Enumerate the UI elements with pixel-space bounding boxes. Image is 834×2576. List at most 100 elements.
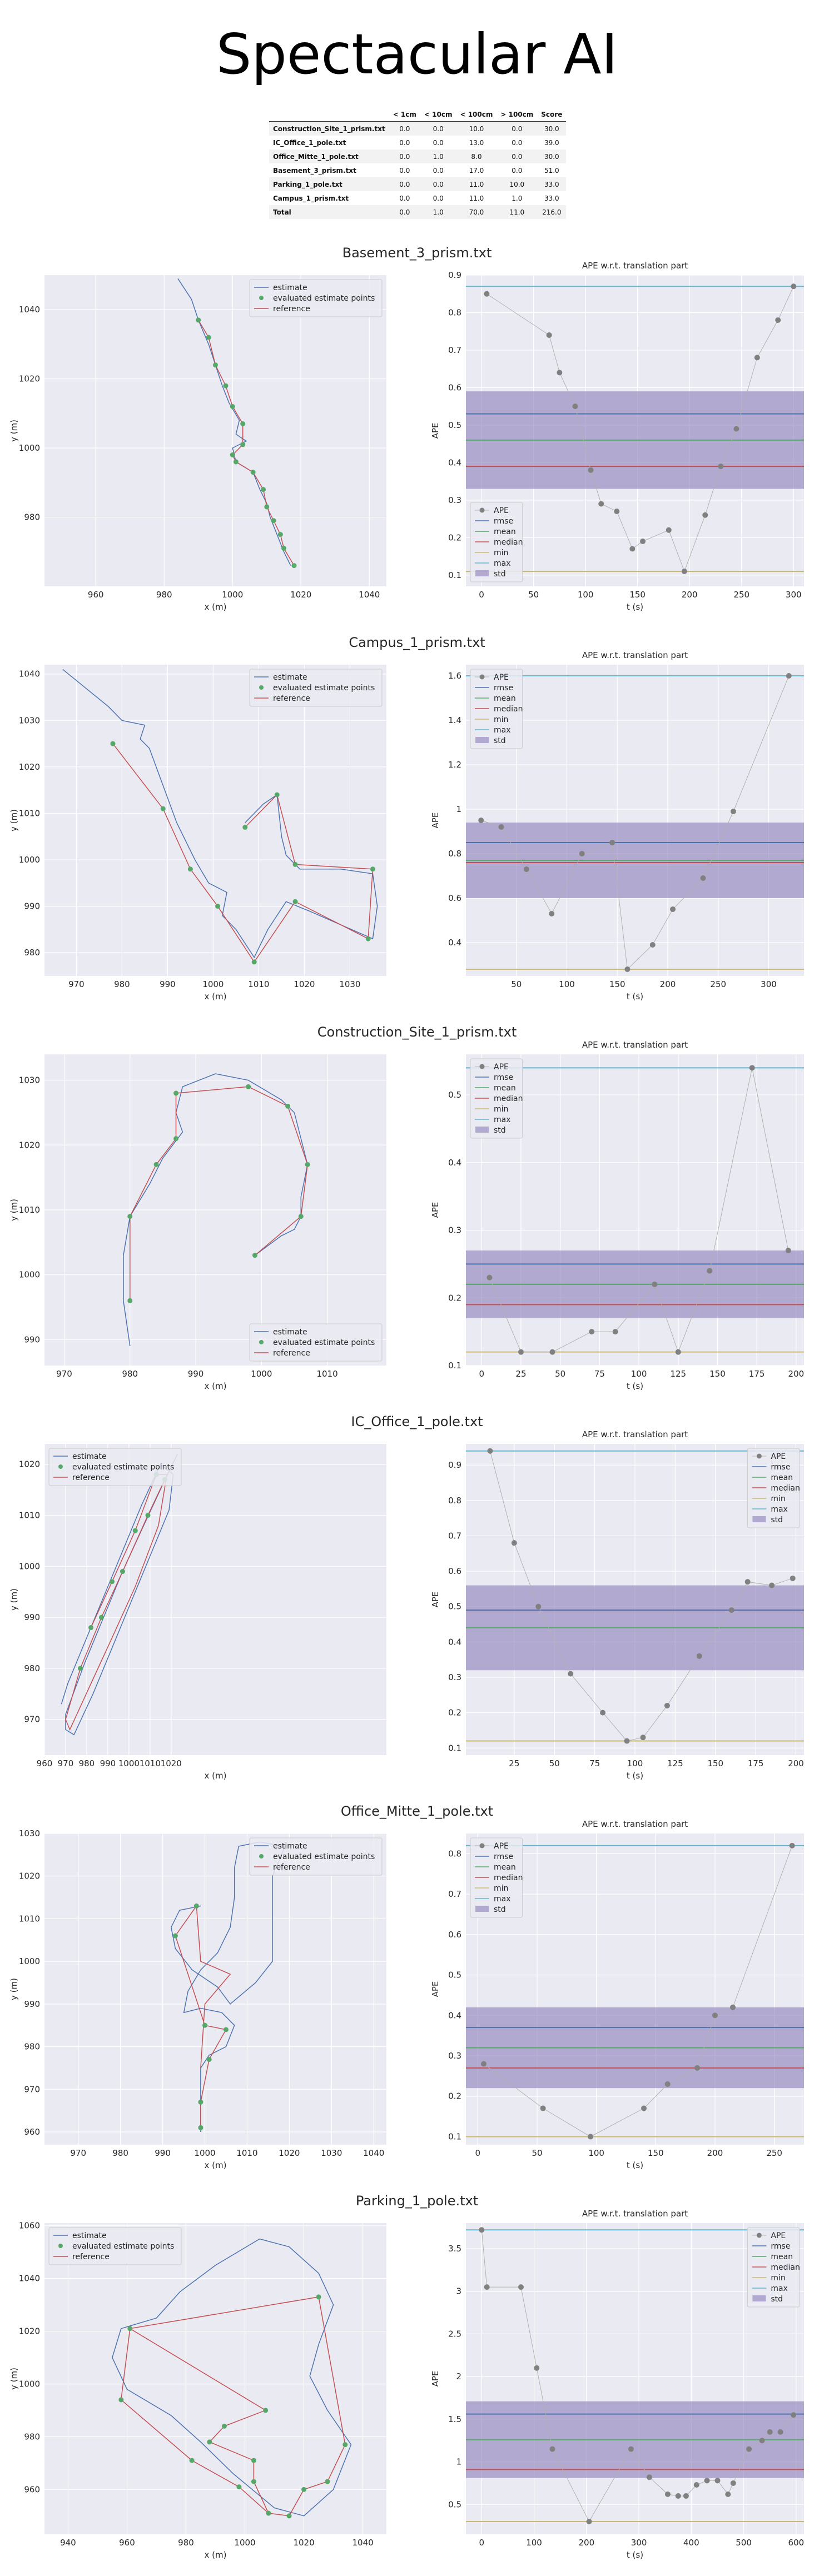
legend-label-estimate: estimate bbox=[273, 283, 307, 292]
y-tick-label: 1000 bbox=[19, 443, 40, 453]
ape-point bbox=[730, 809, 736, 814]
y-tick-label: 1 bbox=[456, 2457, 461, 2467]
legend-swatch-points bbox=[259, 1854, 264, 1858]
ape-point bbox=[664, 1702, 670, 1708]
legend-label-rmse: rmse bbox=[771, 2242, 790, 2251]
ape-point bbox=[730, 2004, 736, 2010]
y-tick-label: 0.5 bbox=[448, 1970, 461, 1980]
table-cell-value: 0.0 bbox=[389, 205, 420, 219]
y-tick-label: 1.5 bbox=[448, 2414, 461, 2424]
evaluated-point bbox=[292, 861, 298, 867]
ape-point bbox=[775, 317, 781, 323]
x-tick-label: 0 bbox=[475, 2148, 481, 2158]
table-cell-value: 70.0 bbox=[456, 205, 497, 219]
y-tick-label: 0.2 bbox=[448, 1708, 461, 1718]
x-tick-label: 75 bbox=[594, 1369, 605, 1379]
evaluated-point bbox=[132, 1528, 138, 1533]
x-tick-label: 100 bbox=[631, 1369, 647, 1379]
legend-label-mean: mean bbox=[494, 1084, 516, 1093]
y-axis-label: APE bbox=[430, 2371, 440, 2387]
score-table-body: Construction_Site_1_prism.txt 0.0 0.0 10.0 0… bbox=[269, 121, 567, 219]
y-tick-label: 0.3 bbox=[448, 1225, 461, 1235]
legend-label-points: evaluated estimate points bbox=[273, 294, 375, 303]
evaluated-point bbox=[187, 866, 193, 872]
y-tick-label: 0.3 bbox=[448, 1672, 461, 1682]
y-tick-label: 1040 bbox=[19, 305, 40, 315]
section-title: Basement_3_prism.txt bbox=[342, 245, 492, 261]
legend-box bbox=[48, 2227, 182, 2265]
score-table: < 1cm < 10cm < 100cm > 100cm Score Const… bbox=[269, 107, 567, 219]
y-tick-label: 0.1 bbox=[448, 1743, 461, 1753]
x-tick-label: 50 bbox=[528, 590, 539, 600]
evaluated-point bbox=[223, 383, 229, 388]
ape-point bbox=[718, 464, 724, 470]
y-tick-label: 0.1 bbox=[448, 1361, 461, 1371]
evaluated-point bbox=[145, 1513, 151, 1518]
plot-area bbox=[44, 665, 386, 976]
evaluated-point bbox=[342, 2442, 348, 2448]
table-cell-value: 0.0 bbox=[433, 138, 444, 147]
y-tick-label: 1.2 bbox=[448, 760, 461, 770]
legend-label-reference: reference bbox=[273, 305, 310, 313]
x-tick-label: 150 bbox=[648, 2148, 664, 2158]
legend-label-median: median bbox=[494, 538, 523, 547]
header-cell-score: Score bbox=[537, 107, 567, 122]
y-tick-label: 1000 bbox=[19, 855, 40, 865]
ape-point bbox=[704, 2478, 710, 2484]
table-cell-value: 0.0 bbox=[389, 150, 420, 163]
legend-label-estimate: estimate bbox=[273, 673, 307, 682]
x-tick-label: 960 bbox=[37, 1758, 53, 1768]
legend-label-max: max bbox=[771, 1505, 788, 1514]
legend-label-min: min bbox=[494, 715, 508, 724]
table-cell-value: 13.0 bbox=[469, 138, 484, 147]
y-tick-label: 2 bbox=[456, 2371, 461, 2381]
x-tick-label: 50 bbox=[532, 2148, 542, 2158]
legend-label-estimate: estimate bbox=[72, 2231, 107, 2240]
y-tick-label: 1000 bbox=[19, 1561, 40, 1571]
evaluated-point bbox=[172, 1933, 178, 1939]
chart-section-construction-site-1: Construction_Site_1_prism.txt 970 980 990 1… bbox=[0, 1024, 834, 1407]
y-tick-label: 0.4 bbox=[448, 457, 461, 467]
y-tick-label: 0.6 bbox=[448, 1566, 461, 1576]
ape-point bbox=[754, 355, 760, 361]
ape-point bbox=[589, 1329, 595, 1335]
ape-point bbox=[675, 2493, 681, 2499]
table-cell-value: 30.0 bbox=[537, 121, 567, 136]
x-axis-label: x (m) bbox=[205, 2550, 227, 2560]
x-tick-label: 1040 bbox=[363, 2148, 384, 2158]
table-cell-value: 39.0 bbox=[544, 138, 559, 147]
y-tick-label: 2.5 bbox=[448, 2329, 461, 2339]
y-tick-label: 3.5 bbox=[448, 2244, 461, 2254]
table-cell-value: 33.0 bbox=[544, 194, 559, 202]
legend-swatch-std bbox=[475, 1906, 489, 1912]
estimate-trajectory-line bbox=[112, 2238, 352, 2517]
x-tick-label: 100 bbox=[627, 1758, 643, 1768]
section-title: Parking_1_pole.txt bbox=[355, 2193, 479, 2209]
legend-label-rmse: rmse bbox=[494, 1852, 513, 1861]
x-tick-label: 980 bbox=[114, 979, 130, 989]
table-cell-value: 30.0 bbox=[537, 150, 567, 163]
ape-point bbox=[484, 291, 490, 297]
y-tick-label: 970 bbox=[24, 1715, 40, 1725]
ape-point bbox=[588, 2134, 593, 2140]
evaluated-point bbox=[292, 899, 298, 904]
legend-label-estimate: estimate bbox=[273, 1328, 307, 1337]
evaluated-point bbox=[202, 2022, 208, 2028]
ape-point bbox=[712, 2012, 718, 2019]
x-tick-label: 250 bbox=[710, 979, 726, 989]
reference-trajectory-line bbox=[130, 1086, 308, 1301]
table-row: Construction_Site_1_prism.txt 0.0 0.0 10.0 0… bbox=[269, 121, 567, 136]
ape-point bbox=[759, 2438, 765, 2444]
legend-label-std: std bbox=[494, 1905, 506, 1914]
x-tick-label: 960 bbox=[88, 590, 104, 600]
x-tick-label: 970 bbox=[56, 1369, 72, 1379]
evaluated-point bbox=[198, 2125, 203, 2130]
table-cell-value: 0.0 bbox=[512, 138, 523, 147]
legend-label-ape: APE bbox=[494, 506, 509, 515]
chart-section-parking-1: Parking_1_pole.txt 940 960 980 1000 1020 1040… bbox=[0, 2193, 834, 2576]
y-tick-label: 0.3 bbox=[448, 495, 461, 505]
x-tick-label: 1010 bbox=[140, 1758, 161, 1768]
y-tick-label: 0.9 bbox=[448, 1460, 461, 1470]
evaluated-point bbox=[325, 2479, 330, 2484]
evaluated-point bbox=[118, 2397, 124, 2403]
